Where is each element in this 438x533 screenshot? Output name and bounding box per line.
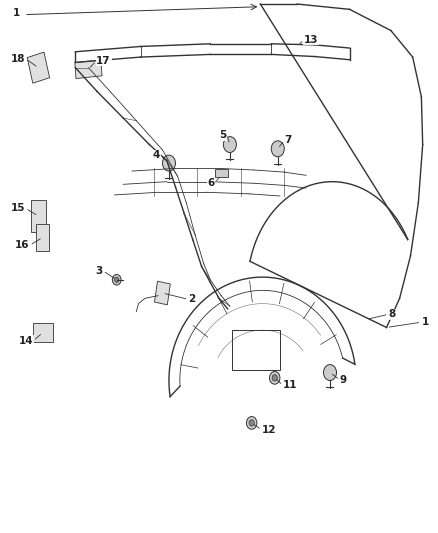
Polygon shape <box>36 224 49 251</box>
Text: 8: 8 <box>389 309 396 319</box>
Circle shape <box>113 274 121 285</box>
Text: 6: 6 <box>208 177 215 188</box>
Text: 7: 7 <box>284 135 292 146</box>
Text: 9: 9 <box>340 375 347 385</box>
Circle shape <box>323 365 336 381</box>
Text: 1: 1 <box>12 8 20 18</box>
Circle shape <box>115 277 119 282</box>
Text: 3: 3 <box>95 266 103 276</box>
Polygon shape <box>75 60 102 78</box>
Text: 16: 16 <box>15 240 30 251</box>
Circle shape <box>271 141 284 157</box>
Polygon shape <box>31 200 46 232</box>
Polygon shape <box>155 281 170 305</box>
Text: 11: 11 <box>283 380 297 390</box>
Text: 18: 18 <box>11 54 25 63</box>
Text: 5: 5 <box>219 130 227 140</box>
Circle shape <box>162 155 176 171</box>
Text: 12: 12 <box>261 425 276 435</box>
Circle shape <box>223 136 237 152</box>
Text: 2: 2 <box>188 294 196 304</box>
Text: 15: 15 <box>11 203 25 213</box>
Circle shape <box>269 372 280 384</box>
Polygon shape <box>27 52 49 83</box>
Text: 4: 4 <box>153 150 160 160</box>
FancyBboxPatch shape <box>215 169 228 177</box>
Text: 14: 14 <box>18 336 33 346</box>
Circle shape <box>249 419 254 426</box>
Polygon shape <box>33 324 53 342</box>
Text: 1: 1 <box>421 317 429 327</box>
Circle shape <box>247 417 257 429</box>
Circle shape <box>272 375 277 381</box>
Text: 17: 17 <box>96 56 111 66</box>
Text: 13: 13 <box>304 35 318 45</box>
